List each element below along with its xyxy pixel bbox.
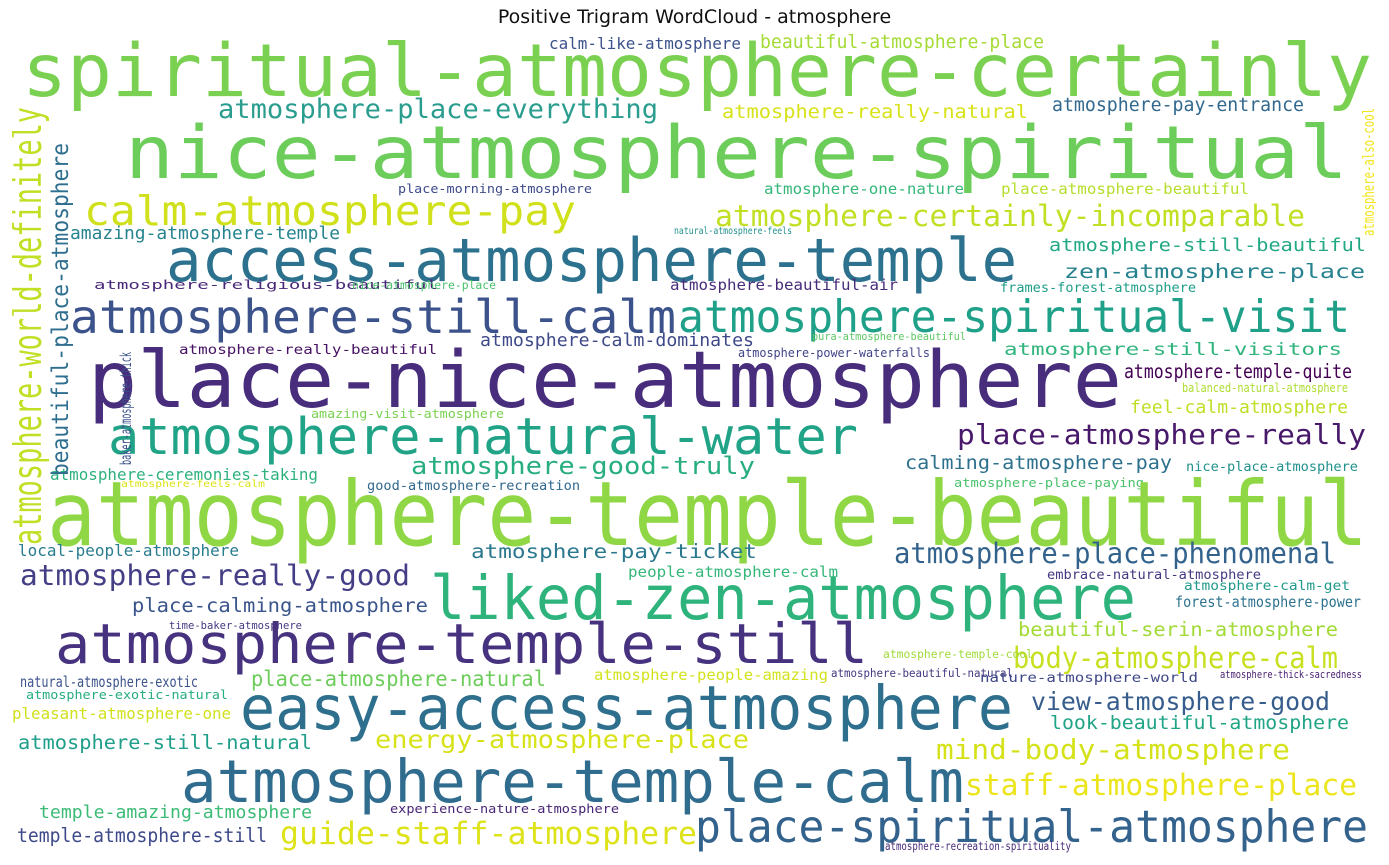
word-beautiful-serin-atmosphere: beautiful-serin-atmosphere bbox=[1018, 617, 1339, 642]
word-feel-calm-atmosphere: feel-calm-atmosphere bbox=[1130, 397, 1348, 419]
word-balanced-natural-atmosphere: balanced-natural-atmosphere bbox=[1182, 380, 1349, 396]
word-pleasant-atmosphere-one: pleasant-atmosphere-one bbox=[12, 704, 232, 724]
word-calm-like-atmosphere: calm-like-atmosphere bbox=[549, 34, 742, 54]
word-atmosphere-temple-beautiful: atmosphere-temple-beautiful bbox=[47, 462, 1368, 567]
word-staff-atmosphere-place: staff-atmosphere-place bbox=[965, 767, 1358, 802]
word-atmosphere-also-cool: atmosphere-also-cool bbox=[1359, 108, 1376, 236]
word-frames-forest-atmosphere: frames-forest-atmosphere bbox=[1000, 280, 1197, 297]
word-atmosphere-spiritual-visit: atmosphere-spiritual-visit bbox=[678, 291, 1350, 343]
word-amazing-visit-atmosphere: amazing-visit-atmosphere bbox=[311, 406, 505, 422]
word-place-morning-atmosphere: place-morning-atmosphere bbox=[398, 181, 593, 197]
word-atmosphere-people-amazing: atmosphere-people-amazing bbox=[594, 667, 829, 685]
word-atmosphere-certainly-incomparable: atmosphere-certainly-incomparable bbox=[715, 198, 1306, 233]
word-access-atmosphere-temple: access-atmosphere-temple bbox=[166, 226, 1018, 297]
word-local-people-atmosphere: local-people-atmosphere bbox=[18, 541, 239, 561]
word-natural-atmosphere-exotic: natural-atmosphere-exotic bbox=[20, 674, 199, 692]
word-look-beautiful-atmosphere: look-beautiful-atmosphere bbox=[1050, 712, 1349, 735]
word-amazing-atmosphere-temple: amazing-atmosphere-temple bbox=[70, 223, 341, 245]
word-atmosphere-temple-quite: atmosphere-temple-quite bbox=[1124, 359, 1353, 384]
word-atmosphere-world-definitely: atmosphere-world-definitely bbox=[12, 106, 51, 546]
word-atmosphere-really-good: atmosphere-really-good bbox=[20, 558, 410, 592]
word-atmosphere-recreation-spirituality: atmosphere-recreation-spirituality bbox=[885, 839, 1072, 854]
word-time-baker-atmosphere: time-baker-atmosphere bbox=[169, 619, 303, 632]
word-place-spiritual-atmosphere: place-spiritual-atmosphere bbox=[695, 801, 1369, 853]
word-nice-atmosphere-place: nice-atmosphere-place bbox=[352, 278, 497, 293]
word-experience-nature-atmosphere: experience-nature-atmosphere bbox=[390, 801, 620, 817]
word-atmosphere-temple-still: atmosphere-temple-still bbox=[55, 612, 868, 678]
word-calming-atmosphere-pay: calming-atmosphere-pay bbox=[905, 452, 1173, 475]
word-mind-body-atmosphere: mind-body-atmosphere bbox=[936, 734, 1290, 766]
word-atmosphere-temple-calm: atmosphere-temple-calm bbox=[181, 747, 964, 817]
word-pura-atmosphere-beautiful: pura-atmosphere-beautiful bbox=[812, 330, 967, 343]
word-nice-place-atmosphere: nice-place-atmosphere bbox=[1186, 459, 1359, 476]
word-place-nice-atmosphere: place-nice-atmosphere bbox=[88, 334, 1122, 427]
word-beautiful-place-atmosphere: beautiful-place-atmosphere bbox=[48, 142, 74, 476]
word-temple-amazing-atmosphere: temple-amazing-atmosphere bbox=[39, 802, 313, 824]
word-body-atmosphere-calm: body-atmosphere-calm bbox=[1013, 640, 1339, 675]
word-atmosphere-religious-beautiful: atmosphere-religious-beautiful bbox=[94, 277, 439, 293]
word-atmosphere-feels-calm: atmosphere-feels-calm bbox=[121, 478, 266, 490]
word-atmosphere-beautiful-air: atmosphere-beautiful-air bbox=[670, 277, 899, 295]
word-zen-atmosphere-place: zen-atmosphere-place bbox=[1064, 259, 1366, 284]
word-place-atmosphere-really: place-atmosphere-really bbox=[957, 419, 1367, 451]
word-good-atmosphere-recreation: good-atmosphere-recreation bbox=[367, 478, 581, 495]
word-natural-atmosphere-feels: natural-atmosphere-feels bbox=[674, 225, 793, 237]
word-nature-atmosphere-world: nature-atmosphere-world bbox=[980, 670, 1198, 687]
word-atmosphere-still-calm: atmosphere-still-calm bbox=[70, 289, 677, 344]
word-atmosphere-pay-entrance: atmosphere-pay-entrance bbox=[1052, 94, 1305, 117]
word-guide-staff-atmosphere: guide-staff-atmosphere bbox=[280, 815, 698, 852]
word-calm-atmosphere-pay: calm-atmosphere-pay bbox=[84, 187, 576, 236]
word-people-atmosphere-calm: people-atmosphere-calm bbox=[628, 564, 839, 582]
word-cloud: spiritual-atmosphere-certainly nice-atmos… bbox=[12, 32, 1376, 854]
word-atmosphere-still-natural: atmosphere-still-natural bbox=[18, 730, 312, 755]
word-atmosphere-thick-sacredness: atmosphere-thick-sacredness bbox=[1220, 668, 1363, 681]
word-atmosphere-really-natural: atmosphere-really-natural bbox=[722, 101, 1028, 124]
word-view-atmosphere-good: view-atmosphere-good bbox=[1031, 686, 1331, 716]
word-atmosphere-exotic-natural: atmosphere-exotic-natural bbox=[26, 687, 229, 703]
word-atmosphere-ceremonies-taking: atmosphere-ceremonies-taking bbox=[50, 465, 319, 485]
word-atmosphere-power-waterfalls: atmosphere-power-waterfalls bbox=[738, 345, 931, 361]
word-energy-atmosphere-place: energy-atmosphere-place bbox=[375, 724, 749, 754]
word-place-atmosphere-beautiful: place-atmosphere-beautiful bbox=[1001, 181, 1250, 199]
word-baker-atmosphere-thick: baker-atmosphere-thick bbox=[118, 351, 135, 465]
word-atmosphere-good-truly: atmosphere-good-truly bbox=[411, 451, 756, 480]
word-beautiful-atmosphere-place: beautiful-atmosphere-place bbox=[760, 32, 1044, 54]
word-nice-atmosphere-spiritual: nice-atmosphere-spiritual bbox=[125, 110, 1348, 196]
word-atmosphere-one-nature: atmosphere-one-nature bbox=[764, 181, 965, 199]
word-place-calming-atmosphere: place-calming-atmosphere bbox=[132, 593, 429, 618]
word-atmosphere-natural-water: atmosphere-natural-water bbox=[108, 406, 859, 466]
word-atmosphere-place-phenomenal: atmosphere-place-phenomenal bbox=[894, 536, 1336, 570]
word-atmosphere-place-paying: atmosphere-place-paying bbox=[954, 475, 1144, 491]
word-embrace-natural-atmosphere: embrace-natural-atmosphere bbox=[1047, 567, 1262, 584]
word-atmosphere-still-visitors: atmosphere-still-visitors bbox=[1004, 339, 1343, 360]
word-easy-access-atmosphere: easy-access-atmosphere bbox=[240, 673, 1014, 745]
word-atmosphere-place-everything: atmosphere-place-everything bbox=[218, 94, 659, 125]
word-atmosphere-still-beautiful: atmosphere-still-beautiful bbox=[1049, 235, 1367, 257]
word-temple-atmosphere-still: temple-atmosphere-still bbox=[17, 823, 267, 848]
word-atmosphere-really-beautiful: atmosphere-really-beautiful bbox=[179, 342, 438, 359]
word-liked-zen-atmosphere: liked-zen-atmosphere bbox=[430, 563, 1136, 635]
chart-title: Positive Trigram WordCloud - atmosphere bbox=[497, 6, 892, 28]
word-atmosphere-beautiful-natural: atmosphere-beautiful-natural bbox=[831, 666, 1014, 681]
word-atmosphere-calm-dominates: atmosphere-calm-dominates bbox=[480, 330, 755, 352]
word-place-atmosphere-natural: place-atmosphere-natural bbox=[251, 667, 547, 691]
word-spiritual-atmosphere-certainly: spiritual-atmosphere-certainly bbox=[22, 32, 1372, 114]
word-atmosphere-calm-get: atmosphere-calm-get bbox=[1184, 578, 1351, 595]
word-forest-atmosphere-power: forest-atmosphere-power bbox=[1175, 594, 1362, 612]
word-atmosphere-pay-ticket: atmosphere-pay-ticket bbox=[471, 539, 758, 564]
word-atmosphere-temple-cool: atmosphere-temple-cool bbox=[883, 647, 1034, 662]
